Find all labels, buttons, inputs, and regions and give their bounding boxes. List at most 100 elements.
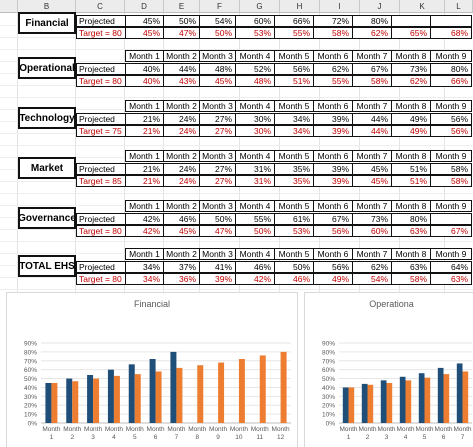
column-header[interactable]: F (200, 0, 240, 13)
projected-bar[interactable] (456, 363, 463, 423)
projected-value-cell[interactable]: 21% (125, 113, 164, 125)
projected-bar[interactable] (87, 375, 94, 423)
target-value-cell[interactable]: 66% (430, 75, 472, 87)
target-value-cell[interactable]: 58% (430, 175, 472, 187)
projected-value-cell[interactable] (391, 15, 431, 27)
projected-value-cell[interactable]: 39% (313, 113, 353, 125)
target-value-cell[interactable]: 51% (391, 175, 431, 187)
projected-value-cell[interactable]: 37% (163, 261, 200, 273)
projected-value-cell[interactable]: 56% (313, 261, 353, 273)
target-value-cell[interactable]: 68% (430, 27, 472, 39)
projected-value-cell[interactable]: 49% (391, 113, 431, 125)
target-bar[interactable] (424, 377, 431, 423)
target-value-cell[interactable]: 27% (199, 125, 236, 137)
projected-bar[interactable] (342, 387, 349, 423)
column-header[interactable]: L (445, 0, 473, 13)
target-bar[interactable] (218, 362, 225, 423)
target-value-cell[interactable]: 31% (235, 175, 275, 187)
projected-bar[interactable] (437, 367, 444, 423)
target-value-cell[interactable]: 62% (352, 27, 392, 39)
projected-value-cell[interactable]: 80% (430, 63, 472, 75)
column-header[interactable]: G (240, 0, 280, 13)
target-value-cell[interactable]: 42% (235, 273, 275, 285)
projected-value-cell[interactable]: 45% (352, 163, 392, 175)
target-value-cell[interactable]: 44% (352, 125, 392, 137)
projected-value-cell[interactable]: 72% (313, 15, 353, 27)
projected-value-cell[interactable]: 30% (235, 113, 275, 125)
target-value-cell[interactable]: 58% (313, 27, 353, 39)
target-value-cell[interactable]: 55% (274, 27, 314, 39)
projected-bar[interactable] (399, 376, 406, 423)
target-value-cell[interactable]: 55% (313, 75, 353, 87)
target-bar[interactable] (280, 351, 287, 423)
target-value-cell[interactable]: 63% (391, 225, 431, 237)
projected-bar[interactable] (45, 383, 52, 423)
target-value-cell[interactable]: 56% (430, 125, 472, 137)
projected-value-cell[interactable] (430, 15, 472, 27)
target-value-cell[interactable]: 42% (125, 225, 164, 237)
projected-value-cell[interactable]: 45% (125, 15, 164, 27)
target-bar[interactable] (405, 380, 412, 423)
projected-value-cell[interactable]: 46% (235, 261, 275, 273)
target-value-cell[interactable]: 34% (274, 125, 314, 137)
projected-value-cell[interactable]: 66% (274, 15, 314, 27)
column-header[interactable]: C (76, 0, 125, 13)
projected-bar[interactable] (128, 364, 135, 423)
projected-value-cell[interactable]: 60% (235, 15, 275, 27)
projected-value-cell[interactable]: 80% (352, 15, 392, 27)
projected-bar[interactable] (107, 369, 114, 423)
target-value-cell[interactable]: 62% (391, 75, 431, 87)
target-bar[interactable] (367, 384, 374, 423)
projected-value-cell[interactable]: 62% (352, 261, 392, 273)
target-value-cell[interactable]: 21% (125, 125, 164, 137)
target-bar[interactable] (72, 381, 79, 423)
projected-value-cell[interactable]: 61% (274, 213, 314, 225)
target-value-cell[interactable]: 39% (313, 175, 353, 187)
target-value-cell[interactable]: 35% (274, 175, 314, 187)
target-value-cell[interactable]: 46% (274, 273, 314, 285)
projected-value-cell[interactable]: 58% (430, 163, 472, 175)
projected-value-cell[interactable]: 24% (163, 113, 200, 125)
target-bar[interactable] (386, 383, 393, 423)
projected-value-cell[interactable]: 67% (313, 213, 353, 225)
target-value-cell[interactable]: 47% (163, 27, 200, 39)
target-bar[interactable] (238, 359, 245, 423)
target-bar[interactable] (176, 367, 183, 423)
target-value-cell[interactable]: 40% (125, 75, 164, 87)
projected-value-cell[interactable]: 54% (199, 15, 236, 27)
projected-value-cell[interactable]: 56% (274, 63, 314, 75)
target-value-cell[interactable]: 24% (163, 175, 200, 187)
projected-value-cell[interactable]: 21% (125, 163, 164, 175)
projected-value-cell[interactable]: 31% (235, 163, 275, 175)
target-value-cell[interactable]: 60% (352, 225, 392, 237)
column-header[interactable]: J (360, 0, 400, 13)
projected-value-cell[interactable]: 73% (391, 63, 431, 75)
target-value-cell[interactable]: 27% (199, 175, 236, 187)
target-value-cell[interactable]: 39% (199, 273, 236, 285)
target-value-cell[interactable]: 36% (163, 273, 200, 285)
column-header[interactable]: E (164, 0, 200, 13)
target-value-cell[interactable]: 65% (391, 27, 431, 39)
target-value-cell[interactable]: 34% (125, 273, 164, 285)
projected-value-cell[interactable]: 34% (274, 113, 314, 125)
target-value-cell[interactable]: 48% (235, 75, 275, 87)
projected-bar[interactable] (149, 359, 156, 423)
projected-value-cell[interactable]: 27% (199, 113, 236, 125)
target-value-cell[interactable]: 50% (235, 225, 275, 237)
projected-value-cell[interactable]: 62% (313, 63, 353, 75)
projected-value-cell[interactable]: 39% (313, 163, 353, 175)
target-value-cell[interactable]: 56% (313, 225, 353, 237)
projected-value-cell[interactable]: 46% (163, 213, 200, 225)
column-header[interactable]: I (320, 0, 360, 13)
target-value-cell[interactable]: 49% (391, 125, 431, 137)
projected-value-cell[interactable]: 52% (235, 63, 275, 75)
projected-value-cell[interactable]: 55% (235, 213, 275, 225)
target-value-cell[interactable]: 45% (125, 27, 164, 39)
projected-value-cell[interactable]: 73% (352, 213, 392, 225)
projected-value-cell[interactable]: 24% (163, 163, 200, 175)
projected-bar[interactable] (380, 380, 387, 423)
target-value-cell[interactable]: 63% (430, 273, 472, 285)
target-bar[interactable] (443, 374, 450, 423)
projected-value-cell[interactable]: 64% (430, 261, 472, 273)
target-value-cell[interactable]: 43% (163, 75, 200, 87)
